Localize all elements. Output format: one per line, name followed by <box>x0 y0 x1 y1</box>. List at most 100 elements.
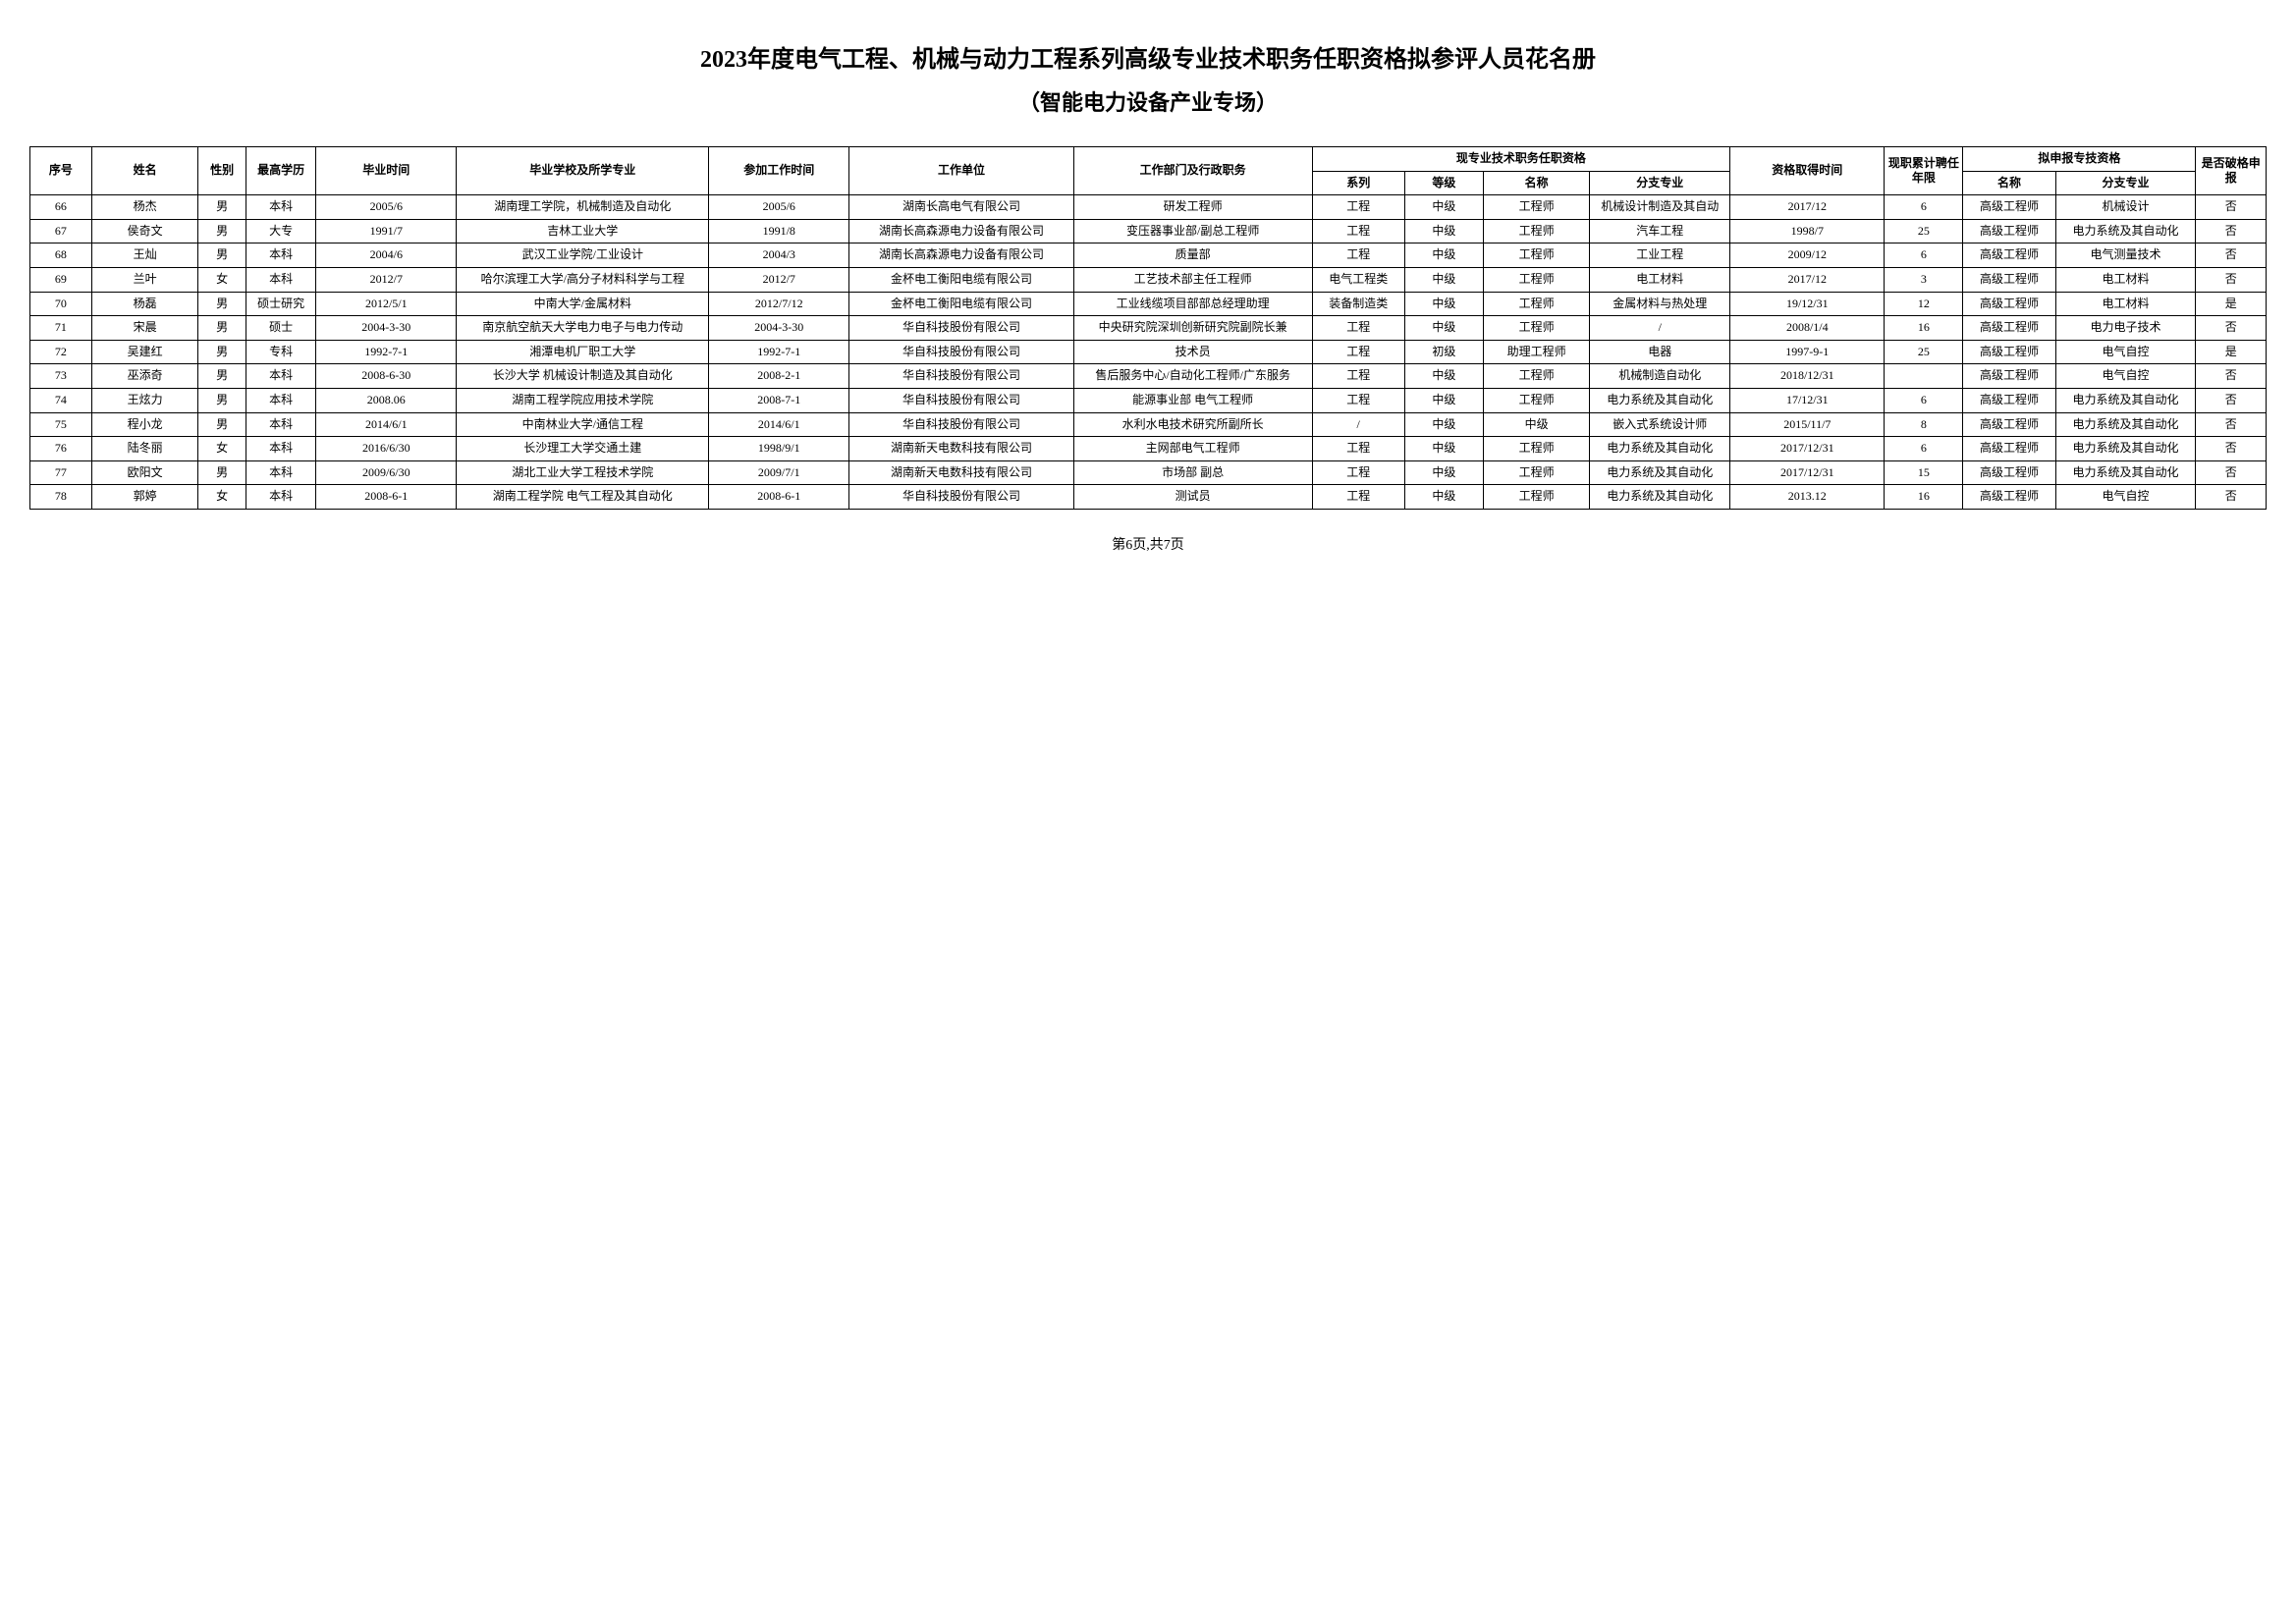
cell-grad: 1991/7 <box>316 219 457 243</box>
cell-branch: 电力系统及其自动化 <box>1590 388 1730 412</box>
cell-school: 湖南工程学院 电气工程及其自动化 <box>457 485 709 510</box>
cell-join: 1991/8 <box>709 219 849 243</box>
cell-apply: 高级工程师 <box>1963 292 2055 316</box>
th-break: 是否破格申报 <box>2196 147 2267 195</box>
cell-apply: 高级工程师 <box>1963 316 2055 341</box>
cell-branch: / <box>1590 316 1730 341</box>
cell-years: 6 <box>1885 388 1963 412</box>
cell-name: 吴建红 <box>91 340 198 364</box>
cell-break: 否 <box>2196 219 2267 243</box>
cell-name: 王炫力 <box>91 388 198 412</box>
cell-level: 中级 <box>1404 195 1483 220</box>
cell-grad: 1992-7-1 <box>316 340 457 364</box>
cell-applyb: 电力系统及其自动化 <box>2055 460 2196 485</box>
cell-unit: 金杯电工衡阳电缆有限公司 <box>849 267 1074 292</box>
cell-edu: 本科 <box>246 460 315 485</box>
cell-apply: 高级工程师 <box>1963 195 2055 220</box>
th-obtain: 资格取得时间 <box>1730 147 1885 195</box>
cell-school: 长沙大学 机械设计制造及其自动化 <box>457 364 709 389</box>
cell-level: 初级 <box>1404 340 1483 364</box>
cell-edu: 本科 <box>246 267 315 292</box>
table-body: 66杨杰男本科2005/6湖南理工学院，机械制造及自动化2005/6湖南长高电气… <box>30 195 2267 510</box>
cell-years: 6 <box>1885 195 1963 220</box>
cell-obtain: 2017/12/31 <box>1730 437 1885 461</box>
th-apply-group: 拟申报专技资格 <box>1963 147 2196 172</box>
cell-break: 否 <box>2196 267 2267 292</box>
cell-applyb: 机械设计 <box>2055 195 2196 220</box>
cell-unit: 湖南新天电数科技有限公司 <box>849 437 1074 461</box>
cell-branch: 金属材料与热处理 <box>1590 292 1730 316</box>
cell-grad: 2016/6/30 <box>316 437 457 461</box>
cell-tname: 中级 <box>1483 412 1590 437</box>
cell-apply: 高级工程师 <box>1963 364 2055 389</box>
th-current-group: 现专业技术职务任职资格 <box>1312 147 1730 172</box>
cell-apply: 高级工程师 <box>1963 437 2055 461</box>
cell-sex: 男 <box>198 388 246 412</box>
cell-applyb: 电气测量技术 <box>2055 243 2196 268</box>
th-unit: 工作单位 <box>849 147 1074 195</box>
cell-branch: 机械制造自动化 <box>1590 364 1730 389</box>
cell-branch: 电器 <box>1590 340 1730 364</box>
cell-obtain: 1997-9-1 <box>1730 340 1885 364</box>
cell-obtain: 2017/12 <box>1730 195 1885 220</box>
cell-years <box>1885 364 1963 389</box>
cell-join: 1992-7-1 <box>709 340 849 364</box>
th-join: 参加工作时间 <box>709 147 849 195</box>
th-series: 系列 <box>1312 171 1404 195</box>
cell-unit: 华自科技股份有限公司 <box>849 485 1074 510</box>
title-main: 2023年度电气工程、机械与动力工程系列高级专业技术职务任职资格拟参评人员花名册 <box>29 39 2267 74</box>
table-header: 序号 姓名 性别 最高学历 毕业时间 毕业学校及所学专业 参加工作时间 工作单位… <box>30 147 2267 195</box>
cell-applyb: 电力电子技术 <box>2055 316 2196 341</box>
cell-edu: 本科 <box>246 364 315 389</box>
cell-sex: 男 <box>198 243 246 268</box>
cell-level: 中级 <box>1404 364 1483 389</box>
table-row: 74王炫力男本科2008.06湖南工程学院应用技术学院2008-7-1华自科技股… <box>30 388 2267 412</box>
cell-applyb: 电力系统及其自动化 <box>2055 219 2196 243</box>
cell-grad: 2004/6 <box>316 243 457 268</box>
cell-dept: 能源事业部 电气工程师 <box>1073 388 1312 412</box>
table-row: 67侯奇文男大专1991/7吉林工业大学1991/8湖南长高森源电力设备有限公司… <box>30 219 2267 243</box>
cell-school: 中南大学/金属材料 <box>457 292 709 316</box>
cell-join: 2008-6-1 <box>709 485 849 510</box>
cell-name: 陆冬丽 <box>91 437 198 461</box>
cell-years: 6 <box>1885 243 1963 268</box>
table-row: 77欧阳文男本科2009/6/30湖北工业大学工程技术学院2009/7/1湖南新… <box>30 460 2267 485</box>
cell-join: 2014/6/1 <box>709 412 849 437</box>
cell-edu: 硕士研究 <box>246 292 315 316</box>
table-row: 75程小龙男本科2014/6/1中南林业大学/通信工程2014/6/1华自科技股… <box>30 412 2267 437</box>
cell-join: 2005/6 <box>709 195 849 220</box>
title-sub: （智能电力设备产业专场） <box>29 85 2267 117</box>
cell-dept: 中央研究院深圳创新研究院副院长兼 <box>1073 316 1312 341</box>
th-apply-branch: 分支专业 <box>2055 171 2196 195</box>
cell-apply: 高级工程师 <box>1963 412 2055 437</box>
table-row: 76陆冬丽女本科2016/6/30长沙理工大学交通土建1998/9/1湖南新天电… <box>30 437 2267 461</box>
cell-seq: 78 <box>30 485 92 510</box>
cell-school: 中南林业大学/通信工程 <box>457 412 709 437</box>
cell-school: 长沙理工大学交通土建 <box>457 437 709 461</box>
cell-edu: 本科 <box>246 195 315 220</box>
cell-grad: 2012/5/1 <box>316 292 457 316</box>
cell-sex: 女 <box>198 485 246 510</box>
cell-unit: 华自科技股份有限公司 <box>849 388 1074 412</box>
cell-obtain: 2013.12 <box>1730 485 1885 510</box>
cell-seq: 70 <box>30 292 92 316</box>
cell-series: 工程 <box>1312 437 1404 461</box>
cell-school: 哈尔滨理工大学/高分子材料科学与工程 <box>457 267 709 292</box>
cell-break: 是 <box>2196 340 2267 364</box>
cell-edu: 硕士 <box>246 316 315 341</box>
cell-sex: 男 <box>198 340 246 364</box>
cell-name: 欧阳文 <box>91 460 198 485</box>
cell-branch: 机械设计制造及其自动 <box>1590 195 1730 220</box>
cell-level: 中级 <box>1404 292 1483 316</box>
cell-dept: 工业线缆项目部部总经理助理 <box>1073 292 1312 316</box>
cell-grad: 2008-6-30 <box>316 364 457 389</box>
cell-years: 12 <box>1885 292 1963 316</box>
cell-obtain: 19/12/31 <box>1730 292 1885 316</box>
cell-grad: 2008.06 <box>316 388 457 412</box>
cell-join: 2012/7/12 <box>709 292 849 316</box>
cell-seq: 71 <box>30 316 92 341</box>
cell-series: 装备制造类 <box>1312 292 1404 316</box>
cell-branch: 电力系统及其自动化 <box>1590 437 1730 461</box>
cell-sex: 男 <box>198 219 246 243</box>
cell-seq: 73 <box>30 364 92 389</box>
